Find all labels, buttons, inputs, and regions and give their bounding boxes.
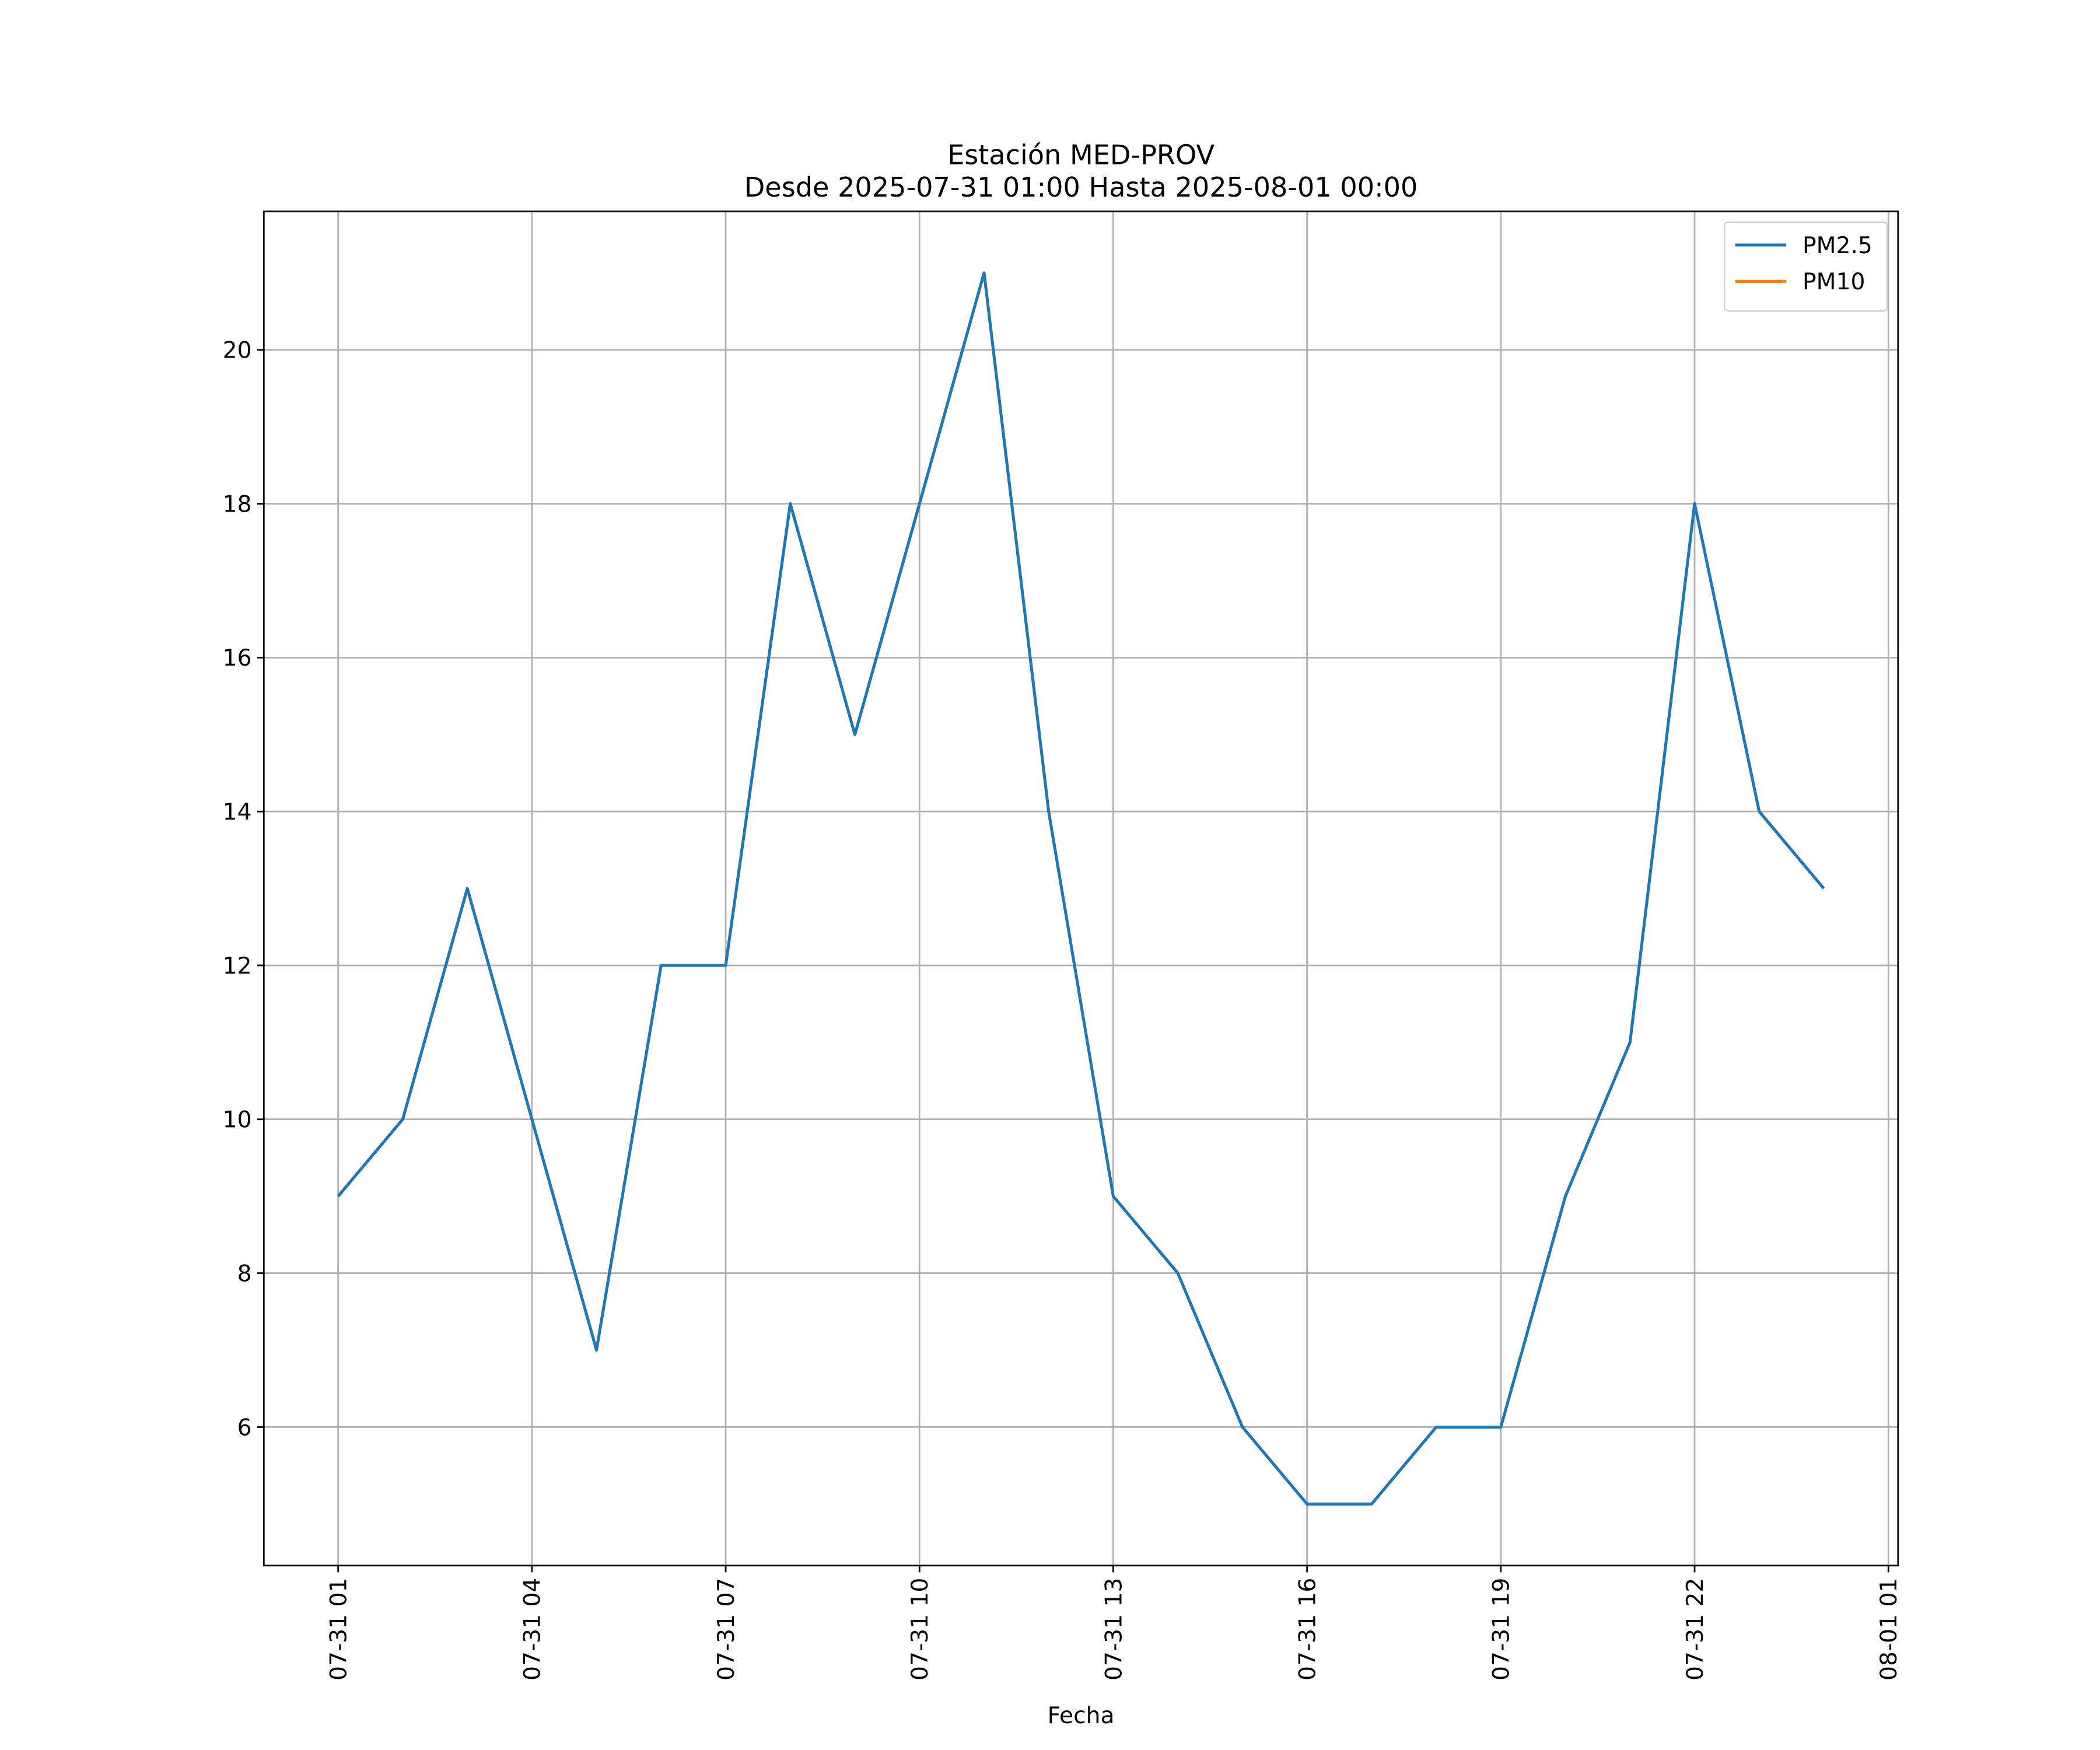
y-tick-label: 10 [223, 1107, 252, 1133]
y-tick-label: 20 [223, 338, 252, 364]
x-axis-label: Fecha [1048, 1703, 1115, 1729]
lines [337, 271, 1825, 1506]
x-tick-label: 07-31 22 [1682, 1578, 1709, 1681]
y-tick-label: 8 [237, 1261, 252, 1287]
legend-label: PM2.5 [1803, 233, 1873, 259]
x-tick-label: 07-31 10 [907, 1578, 933, 1681]
legend-label: PM10 [1803, 269, 1865, 295]
ticks: 6 8 10 12 14 16 18 20 07-31 01 07-31 04 07-31 07 07… [223, 338, 1902, 1681]
y-tick-label: 12 [223, 953, 252, 979]
x-tick-label: 07-31 16 [1294, 1578, 1321, 1681]
y-tick-label: 16 [223, 645, 252, 671]
y-tick-label: 6 [237, 1415, 252, 1441]
x-tick-label: 07-31 04 [520, 1578, 546, 1681]
x-tick-label: 07-31 01 [326, 1578, 352, 1681]
x-tick-label: 07-31 13 [1101, 1578, 1127, 1681]
chart-subtitle: Desde 2025-07-31 01:00 Hasta 2025-08-01 … [744, 172, 1418, 203]
chart-title: Estación MED-PROV [947, 139, 1214, 171]
grid [264, 211, 1898, 1566]
y-tick-label: 14 [223, 799, 252, 825]
x-tick-label: 07-31 19 [1489, 1578, 1515, 1681]
x-tick-label: 08-01 01 [1876, 1578, 1902, 1681]
y-tick-label: 18 [223, 491, 252, 517]
data-line [337, 271, 1825, 1506]
plot-frame [262, 210, 1899, 1567]
x-tick-label: 07-31 07 [713, 1578, 740, 1681]
legend: PM2.5 PM10 [1723, 221, 1888, 312]
